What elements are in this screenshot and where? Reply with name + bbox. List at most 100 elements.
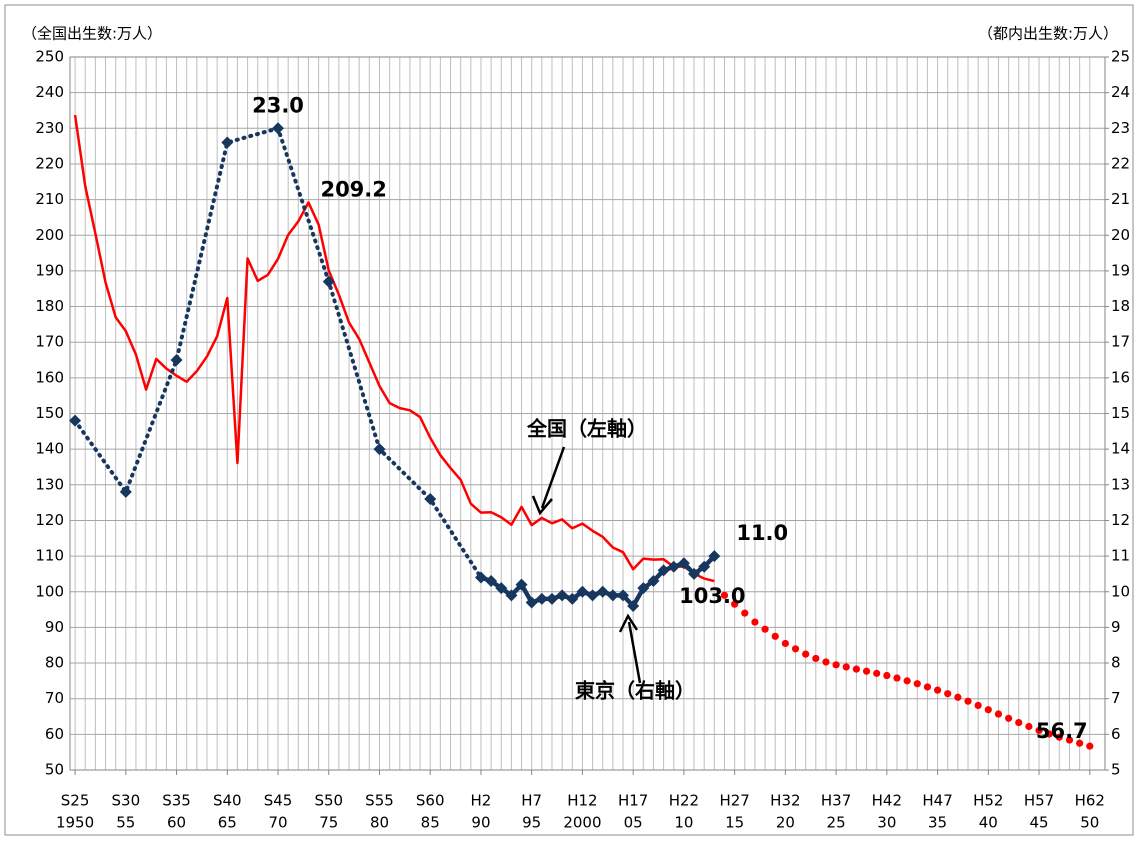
x-tick-label: H7 — [521, 792, 542, 810]
x-tick-label: S25 — [61, 792, 90, 810]
y-tick-label: 110 — [35, 547, 64, 565]
y-tick-label: 50 — [45, 761, 64, 779]
y2-tick-label: 12 — [1111, 511, 1130, 529]
arrow-head — [531, 495, 553, 516]
y-tick-label: 70 — [45, 689, 64, 707]
x-tick-label: S60 — [416, 792, 445, 810]
x-tick-sublabel: 65 — [218, 814, 237, 832]
dot — [994, 710, 1003, 718]
y-axis-label: （全国出生数:万人） — [22, 25, 162, 43]
arrow-head — [618, 613, 639, 633]
dot — [1086, 742, 1094, 750]
marker — [688, 567, 701, 580]
x-tick-sublabel: 60 — [167, 814, 186, 832]
dot — [771, 632, 779, 640]
dot — [1035, 726, 1043, 735]
marker — [596, 585, 609, 598]
x-tick-sublabel: 10 — [674, 814, 693, 832]
marker — [576, 585, 589, 598]
x-tick-sublabel: 70 — [268, 814, 287, 832]
y-tick-label: 80 — [45, 654, 64, 672]
marker — [535, 592, 548, 605]
dot — [1025, 722, 1033, 731]
data-label: 103.0 — [679, 584, 745, 608]
x-tick-label: H57 — [1024, 792, 1054, 810]
y-tick-label: 60 — [45, 725, 64, 743]
x-tick-label: H2 — [471, 792, 492, 810]
marker — [657, 564, 670, 577]
y2-tick-label: 20 — [1111, 226, 1130, 244]
y-tick-label: 130 — [35, 475, 64, 493]
y-tick-label: 250 — [35, 48, 64, 66]
x-tick-label: H32 — [770, 792, 800, 810]
dot — [862, 667, 871, 675]
x-tick-sublabel: 80 — [370, 814, 389, 832]
x-tick-label: H27 — [719, 792, 749, 810]
dot — [751, 618, 759, 626]
marker — [495, 582, 508, 595]
x-tick-sublabel: 50 — [1080, 814, 1099, 832]
y2-tick-label: 6 — [1111, 725, 1121, 743]
dot — [822, 658, 830, 666]
x-tick-label: S30 — [112, 792, 141, 810]
x-tick-sublabel: 2000 — [563, 814, 601, 832]
y2-tick-label: 23 — [1111, 119, 1130, 137]
dot — [731, 600, 739, 608]
y2-tick-label: 15 — [1111, 404, 1130, 422]
x-tick-sublabel: 20 — [776, 814, 795, 832]
marker — [424, 493, 437, 506]
dot — [802, 650, 810, 658]
marker — [698, 560, 711, 573]
data-label: 11.0 — [736, 521, 788, 545]
y2-axis-label: （都内出生数:万人） — [978, 25, 1118, 43]
y2-tick-label: 22 — [1111, 154, 1130, 172]
y2-tick-label: 17 — [1111, 333, 1130, 351]
x-tick-label: H42 — [872, 792, 902, 810]
marker — [322, 275, 335, 288]
dot — [1005, 714, 1013, 722]
y-tick-label: 210 — [35, 190, 64, 208]
x-tick-sublabel: 85 — [421, 814, 440, 832]
x-tick-sublabel: 95 — [522, 814, 541, 832]
y2-tick-label: 25 — [1111, 48, 1130, 66]
y-tick-label: 160 — [35, 368, 64, 386]
y2-tick-label: 8 — [1111, 654, 1121, 672]
arrow — [627, 621, 642, 684]
marker — [566, 592, 579, 605]
dot — [781, 639, 789, 648]
y-tick-label: 220 — [35, 154, 64, 172]
y2-tick-label: 14 — [1111, 440, 1130, 458]
x-tick-sublabel: 55 — [116, 814, 135, 832]
dot — [974, 701, 982, 710]
marker — [677, 557, 690, 570]
grid — [70, 56, 1105, 771]
marker — [647, 575, 660, 588]
marker — [119, 485, 132, 498]
dot — [964, 697, 972, 705]
marker — [474, 571, 487, 584]
dot — [720, 591, 729, 599]
dot — [1015, 718, 1023, 727]
x-tick-label: H52 — [973, 792, 1003, 810]
x-tick-sublabel: 35 — [928, 814, 947, 832]
data-label: 56.7 — [1036, 719, 1088, 743]
dot — [913, 680, 921, 688]
x-tick-sublabel: 05 — [624, 814, 643, 832]
y-tick-label: 190 — [35, 261, 64, 279]
y-tick-label: 140 — [35, 440, 64, 458]
dot — [1055, 733, 1063, 741]
x-tick-label: S45 — [264, 792, 293, 810]
x-tick-sublabel: 25 — [827, 814, 846, 832]
y-tick-label: 170 — [35, 333, 64, 351]
y-tick-label: 200 — [35, 226, 64, 244]
arrows — [531, 446, 642, 684]
x-tick-sublabel: 40 — [979, 814, 998, 832]
x-tick-label: S35 — [162, 792, 191, 810]
y2-tick-label: 13 — [1111, 475, 1130, 493]
marker — [637, 582, 650, 595]
y2-tick-label: 21 — [1111, 190, 1130, 208]
annotation: 東京（右軸） — [575, 679, 695, 703]
x-tick-label: H62 — [1075, 792, 1105, 810]
marker — [485, 575, 498, 588]
